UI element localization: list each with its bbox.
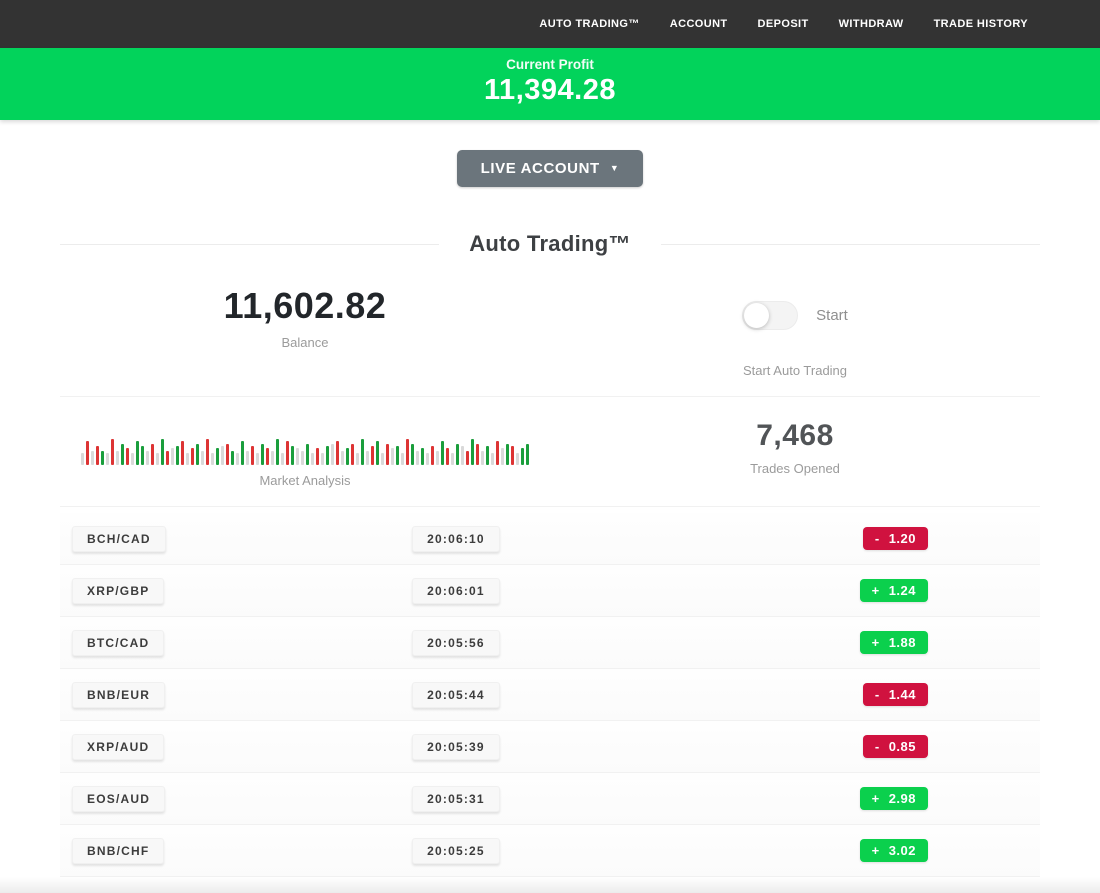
profit-badge: + 1.24 bbox=[859, 579, 928, 602]
profit-value: 1.44 bbox=[888, 687, 916, 702]
nav-item-account[interactable]: ACCOUNT bbox=[669, 18, 728, 30]
trades-opened-value: 7,468 bbox=[756, 419, 834, 452]
trade-row: BCH/CAD 20:06:10 - 1.20 bbox=[60, 513, 1040, 565]
trade-row: XRP/GBP 20:06:01 + 1.24 bbox=[60, 565, 1040, 617]
profit-value: 1.88 bbox=[888, 635, 916, 650]
pair-badge: BNB/EUR bbox=[72, 681, 166, 708]
balance-stat: 11,602.82 Balance bbox=[60, 285, 550, 397]
profit-value: 2.98 bbox=[888, 791, 916, 806]
balance-label: Balance bbox=[281, 335, 329, 350]
profit-badge: - 0.85 bbox=[862, 735, 928, 758]
profit-value: 1.20 bbox=[888, 531, 916, 546]
pair-badge: EOS/AUD bbox=[72, 785, 166, 812]
market-analysis-chart bbox=[60, 433, 550, 465]
profit-sign: + bbox=[871, 843, 880, 858]
time-badge: 20:05:56 bbox=[412, 629, 500, 656]
nav-item-trade-history[interactable]: TRADE HISTORY bbox=[933, 18, 1028, 30]
balance-value: 11,602.82 bbox=[223, 285, 387, 326]
time-badge: 20:05:31 bbox=[412, 785, 500, 812]
trade-row: BTC/CAD 20:05:56 + 1.88 bbox=[60, 617, 1040, 669]
profit-badge: - 1.44 bbox=[862, 683, 928, 706]
start-auto-trading-toggle[interactable] bbox=[742, 300, 799, 330]
time-badge: 20:05:39 bbox=[412, 733, 500, 760]
live-account-label: LIVE ACCOUNT bbox=[480, 160, 600, 177]
time-badge: 20:05:25 bbox=[412, 837, 500, 864]
profit-badge: + 1.88 bbox=[859, 631, 928, 654]
current-profit-value: 11,394.28 bbox=[484, 74, 616, 106]
profit-badge: - 1.20 bbox=[862, 527, 928, 550]
live-account-button[interactable]: LIVE ACCOUNT ▼ bbox=[456, 150, 644, 187]
toggle-knob bbox=[744, 302, 770, 328]
profit-sign: + bbox=[871, 791, 880, 806]
stats-grid: 11,602.82 Balance Start Start Auto Tradi… bbox=[60, 285, 1040, 507]
profit-sign: + bbox=[871, 635, 880, 650]
profit-value: 0.85 bbox=[888, 739, 916, 754]
top-nav: AUTO TRADING™ ACCOUNT DEPOSIT WITHDRAW T… bbox=[0, 0, 1100, 48]
profit-badge: + 3.02 bbox=[859, 839, 928, 862]
profit-value: 1.24 bbox=[888, 583, 916, 598]
profit-sign: - bbox=[874, 687, 880, 702]
market-analysis-stat: Market Analysis bbox=[60, 397, 550, 507]
pair-badge: XRP/AUD bbox=[72, 733, 165, 760]
profit-badge: + 2.98 bbox=[859, 787, 928, 810]
trade-row: EOS/AUD 20:05:31 + 2.98 bbox=[60, 773, 1040, 825]
toggle-label: Start bbox=[816, 306, 848, 324]
start-auto-trading-label: Start Auto Trading bbox=[742, 363, 848, 378]
current-profit-label: Current Profit bbox=[506, 57, 594, 72]
profit-value: 3.02 bbox=[888, 843, 916, 858]
main-content: LIVE ACCOUNT ▼ Auto Trading™ 11,602.82 B… bbox=[60, 150, 1040, 877]
auto-trading-stat: Start Start Auto Trading bbox=[550, 285, 1040, 397]
pair-badge: BTC/CAD bbox=[72, 629, 165, 656]
trade-row: BNB/CHF 20:05:25 + 3.02 bbox=[60, 825, 1040, 877]
nav-item-deposit[interactable]: DEPOSIT bbox=[757, 18, 809, 30]
chevron-down-icon: ▼ bbox=[609, 163, 620, 173]
trade-row: XRP/AUD 20:05:39 - 0.85 bbox=[60, 721, 1040, 773]
profit-sign: - bbox=[874, 739, 880, 754]
trades-opened-label: Trades Opened bbox=[750, 461, 840, 476]
profit-sign: - bbox=[874, 531, 880, 546]
trade-row: BNB/EUR 20:05:44 - 1.44 bbox=[60, 669, 1040, 721]
trades-opened-stat: 7,468 Trades Opened bbox=[550, 397, 1040, 507]
market-analysis-label: Market Analysis bbox=[259, 473, 351, 488]
pair-badge: BNB/CHF bbox=[72, 837, 165, 864]
page-bottom-fade bbox=[0, 877, 1100, 893]
time-badge: 20:05:44 bbox=[412, 681, 500, 708]
section-title: Auto Trading™ bbox=[60, 231, 1040, 257]
current-profit-banner: Current Profit 11,394.28 bbox=[0, 48, 1100, 120]
time-badge: 20:06:01 bbox=[412, 577, 500, 604]
pair-badge: BCH/CAD bbox=[72, 525, 166, 552]
section-title-text: Auto Trading™ bbox=[439, 231, 661, 256]
time-badge: 20:06:10 bbox=[412, 525, 500, 552]
nav-item-withdraw[interactable]: WITHDRAW bbox=[838, 18, 904, 30]
nav-item-auto-trading[interactable]: AUTO TRADING™ bbox=[539, 18, 640, 30]
profit-sign: + bbox=[871, 583, 880, 598]
trades-list: BCH/CAD 20:06:10 - 1.20 XRP/GBP 20:06:01… bbox=[60, 513, 1040, 877]
pair-badge: XRP/GBP bbox=[72, 577, 165, 604]
